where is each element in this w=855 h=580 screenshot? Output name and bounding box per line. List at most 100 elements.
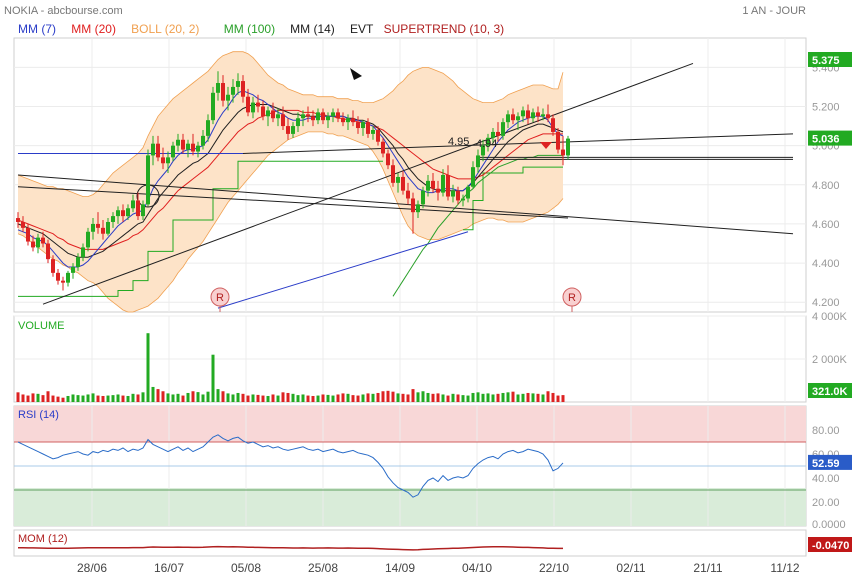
candle-body bbox=[316, 112, 320, 121]
mom-title: MOM (12) bbox=[18, 533, 68, 545]
trend-line-5 bbox=[217, 231, 469, 309]
volume-bar bbox=[376, 392, 380, 402]
candle-body bbox=[556, 131, 560, 150]
volume-bar bbox=[311, 395, 315, 402]
candle-body bbox=[296, 118, 300, 127]
date-tick-label: 28/06 bbox=[77, 561, 107, 575]
last-price-badge-bg bbox=[808, 130, 852, 146]
candle-body bbox=[111, 216, 115, 222]
candle-body bbox=[306, 114, 310, 117]
volume-bar bbox=[521, 393, 525, 402]
volume-bar bbox=[526, 392, 530, 402]
volume-bar bbox=[326, 394, 330, 402]
price-tick-label: 5.200 bbox=[812, 102, 840, 114]
trend-line-1 bbox=[17, 186, 569, 219]
candle-body bbox=[451, 190, 455, 197]
volume-last-badge: 321.0K bbox=[812, 386, 848, 398]
volume-title: VOLUME bbox=[18, 320, 64, 332]
mom-last-badge-bg bbox=[808, 537, 852, 552]
legend-item-6: SUPERTREND (10, 3) bbox=[384, 22, 504, 36]
candle-body bbox=[346, 118, 350, 123]
candle-body bbox=[36, 237, 40, 248]
candle-body bbox=[501, 122, 505, 136]
volume-bar bbox=[146, 333, 150, 402]
candle-body bbox=[196, 145, 200, 152]
candle-body bbox=[551, 118, 555, 132]
candle-body bbox=[376, 129, 380, 142]
volume-bar bbox=[381, 391, 385, 402]
volume-bar bbox=[346, 393, 350, 402]
rsi-title: RSI (14) bbox=[18, 409, 59, 421]
volume-bar bbox=[51, 395, 55, 402]
volume-bar bbox=[26, 395, 30, 402]
momentum-panel: MOM (12) -0.0470 bbox=[13, 529, 852, 557]
price-tick-label: 4.600 bbox=[812, 219, 840, 231]
volume-bar bbox=[356, 395, 360, 402]
candle-body bbox=[86, 231, 90, 248]
volume-bar bbox=[281, 392, 285, 402]
sell-arrow-icon bbox=[540, 142, 552, 149]
volume-bar bbox=[196, 392, 200, 402]
candle-body bbox=[561, 149, 565, 156]
volume-panel: VOLUME 4 000K 2 000K 321.0K bbox=[13, 311, 852, 403]
candle-body bbox=[101, 227, 105, 234]
volume-bar bbox=[91, 393, 95, 402]
trend-line-2 bbox=[42, 62, 694, 305]
date-axis: 28/06 16/07 05/08 25/08 14/09 04/10 22/10 02/11… bbox=[77, 561, 800, 575]
volume-bar bbox=[461, 395, 465, 402]
volume-bar bbox=[126, 395, 130, 402]
volume-bar bbox=[166, 393, 170, 402]
volume-bar bbox=[246, 395, 250, 402]
candle-body bbox=[221, 83, 225, 101]
volume-bar bbox=[536, 393, 540, 402]
volume-bar bbox=[421, 391, 425, 402]
price-axis: 4.2004.4004.6004.8005.0005.2005.4005.375… bbox=[808, 52, 852, 309]
candle-body bbox=[486, 137, 490, 146]
candle-body bbox=[241, 81, 245, 97]
candle-body bbox=[406, 190, 410, 199]
candle-body bbox=[461, 198, 465, 201]
price-tick-label: 4.200 bbox=[812, 297, 840, 309]
rsi-line bbox=[17, 434, 564, 498]
volume-bar bbox=[231, 394, 235, 402]
supertrend-line bbox=[18, 160, 563, 297]
candle-body bbox=[466, 186, 470, 199]
candle-body bbox=[336, 112, 340, 119]
candle-body bbox=[76, 257, 80, 267]
candle-body bbox=[446, 175, 450, 197]
volume-bar bbox=[361, 394, 365, 402]
candle-body bbox=[281, 114, 285, 127]
candlesticks bbox=[16, 71, 570, 291]
candle-body bbox=[46, 243, 50, 260]
candle-body bbox=[271, 110, 275, 119]
price-panel: 4.95 4.94R R 4.2004.4004.6004.8005.0005.20… bbox=[13, 37, 852, 313]
legend-item-0: MM (7) bbox=[18, 22, 56, 36]
volume-bar bbox=[546, 391, 550, 402]
volume-bar bbox=[411, 389, 415, 402]
volume-bar bbox=[456, 394, 460, 402]
volume-bar bbox=[511, 391, 515, 402]
volume-bar bbox=[236, 392, 240, 402]
price-tick-label: 4.800 bbox=[812, 180, 840, 192]
chart-source-title: NOKIA - abcbourse.com bbox=[4, 5, 123, 17]
candle-body bbox=[566, 138, 570, 156]
volume-bar bbox=[61, 397, 65, 402]
legend-item-5: EVT bbox=[350, 22, 374, 36]
volume-bar bbox=[561, 395, 565, 402]
volume-bar bbox=[301, 394, 305, 402]
volume-bar bbox=[141, 392, 145, 402]
candle-body bbox=[216, 83, 220, 93]
candle-body bbox=[186, 143, 190, 150]
volume-bar bbox=[31, 393, 35, 402]
level-label-4-95: 4.95 bbox=[448, 136, 469, 148]
volume-bar bbox=[556, 395, 560, 402]
mom-path bbox=[18, 545, 563, 551]
volume-bar bbox=[101, 395, 105, 402]
volume-bar bbox=[306, 395, 310, 402]
volume-bar bbox=[116, 394, 120, 402]
volume-bar bbox=[36, 393, 40, 402]
volume-bar bbox=[171, 394, 175, 402]
candle-body bbox=[401, 176, 405, 191]
